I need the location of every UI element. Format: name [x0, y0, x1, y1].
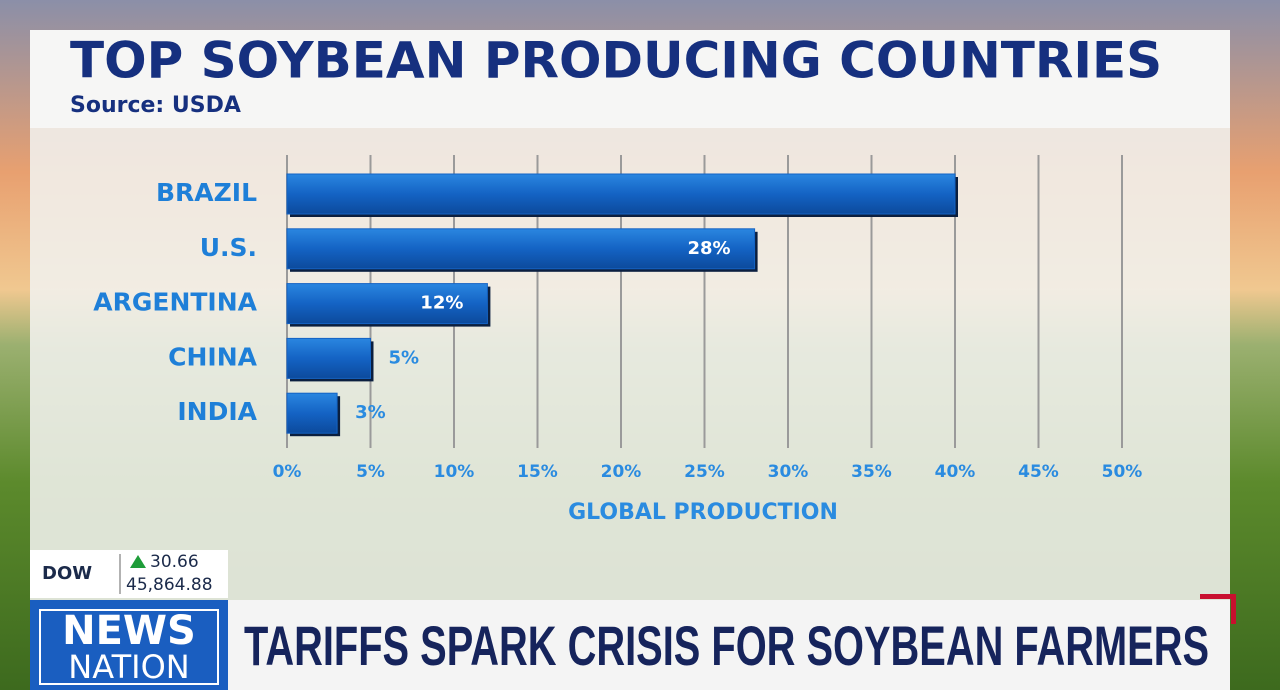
title-band	[30, 30, 1230, 128]
bar	[286, 228, 756, 270]
headline: TARIFFS SPARK CRISIS FOR SOYBEAN FARMERS	[244, 614, 1209, 677]
x-tick-label: 30%	[768, 462, 809, 482]
plot: 0% 5% 10% 15% 20% 25% 30% 35% 40% 45% 50% BRAZIL U.S…	[93, 155, 1142, 482]
value-label: 12%	[420, 293, 463, 314]
x-tick-label: 15%	[517, 462, 558, 482]
ticker-level: 45,864.88	[126, 575, 213, 595]
x-tick-label: 35%	[851, 462, 892, 482]
logo-line: NATION	[68, 648, 189, 686]
y-tick-label: ARGENTINA	[93, 288, 257, 317]
x-axis-label: GLOBAL PRODUCTION	[568, 500, 838, 525]
logo-box	[30, 600, 228, 690]
value-label: 5%	[389, 347, 420, 368]
x-tick-label: 40%	[935, 462, 976, 482]
logo-frame	[39, 609, 219, 685]
headline-bar	[228, 600, 1230, 690]
up-arrow	[130, 555, 146, 568]
chart-title: TOP SOYBEAN PRODUCING COUNTRIES	[70, 32, 1162, 90]
ticker-change: 30.66	[150, 552, 199, 572]
bar	[286, 392, 338, 434]
x-tick-label: 20%	[601, 462, 642, 482]
ticker-index: DOW	[42, 563, 92, 584]
accent	[1231, 594, 1236, 624]
x-tick-label: 25%	[684, 462, 725, 482]
chart-subtitle: Source: USDA	[70, 93, 241, 118]
x-tick-label: 45%	[1018, 462, 1059, 482]
x-tick-label: 0%	[273, 462, 302, 482]
accent	[1200, 594, 1236, 599]
bar	[286, 173, 956, 215]
bar	[286, 283, 488, 325]
bar	[286, 337, 371, 379]
y-tick-label: BRAZIL	[156, 178, 257, 207]
logo-line: NEWS	[62, 608, 196, 654]
x-tick-label: 50%	[1102, 462, 1143, 482]
x-tick-label: 10%	[434, 462, 475, 482]
x-tick-label: 5%	[356, 462, 385, 482]
value-label: 3%	[355, 402, 386, 423]
y-tick-label: CHINA	[168, 342, 257, 371]
y-tick-label: INDIA	[177, 397, 257, 426]
value-label: 28%	[688, 238, 731, 259]
y-tick-label: U.S.	[200, 233, 257, 262]
ticker-box	[30, 550, 228, 598]
